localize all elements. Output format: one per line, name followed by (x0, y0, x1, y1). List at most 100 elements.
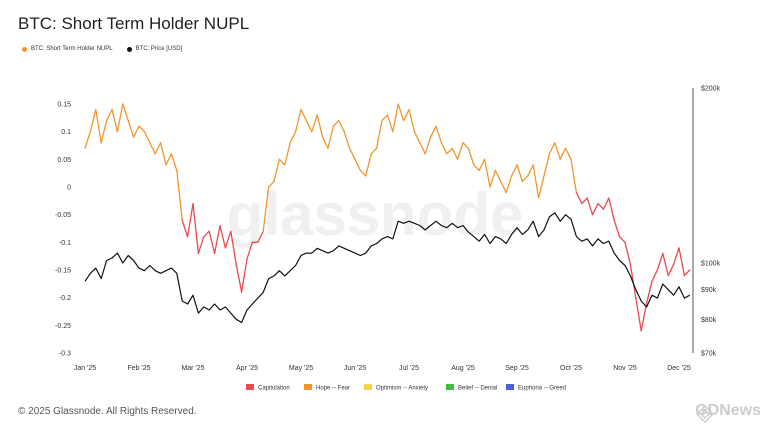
nupl-series-segment (154, 142, 162, 155)
bottom-legend-item[interactable]: Optimism -- Anxiety (364, 384, 428, 392)
nupl-series-segment (446, 147, 453, 155)
x-tick-label: Nov '25 (613, 365, 637, 372)
nupl-series-segment (435, 125, 443, 144)
bottom-legend-label: Optimism -- Anxiety (376, 386, 428, 392)
bottom-legend-swatch (506, 384, 514, 390)
y-left-tick-label: -0.05 (55, 212, 71, 219)
nupl-series-segment (635, 297, 642, 332)
x-tick-label: Jan '25 (74, 365, 96, 372)
bottom-legend-item[interactable]: Hope -- Fear (304, 384, 350, 392)
nupl-series-segment (440, 142, 448, 155)
y-left-tick-label: 0 (67, 185, 71, 192)
nupl-series-segment (591, 202, 599, 216)
x-tick-label: Jul '25 (399, 365, 419, 372)
nupl-series-segment (203, 230, 210, 238)
nupl-series-segment (483, 158, 491, 188)
nupl-series-segment (208, 230, 216, 255)
nupl-series-segment (224, 230, 232, 249)
nupl-series-segment (375, 119, 383, 149)
nupl-series-segment (278, 158, 286, 166)
bottom-legend-item[interactable]: Belief -- Denial (446, 384, 497, 392)
copyright-footer: © 2025 Glassnode. All Rights Reserved. (18, 406, 197, 417)
nupl-series-segment (230, 230, 237, 266)
nupl-series-segment (683, 269, 691, 277)
y-left-tick-label: 0.15 (57, 102, 71, 109)
nupl-series-segment (402, 108, 410, 122)
bottom-legend-item[interactable]: Capitulation (246, 384, 290, 392)
nupl-series-segment (537, 175, 545, 199)
bottom-legend-swatch (446, 384, 454, 390)
nupl-series-segment (257, 230, 264, 243)
legend-item-nupl[interactable]: BTC: Short Term Holder NUPL (22, 46, 113, 52)
nupl-series-segment (365, 153, 372, 177)
nupl-series-segment (273, 158, 281, 183)
nupl-series-segment (662, 252, 669, 277)
bottom-legend-swatch (246, 384, 254, 390)
nupl-series-segment (419, 142, 426, 155)
nupl-series-segment (456, 142, 464, 160)
nupl-series-segment (219, 225, 227, 249)
nupl-series-segment (300, 108, 308, 122)
nupl-series-segment (613, 219, 621, 238)
y-left-tick-label: 0.1 (61, 129, 71, 136)
nupl-series-segment (392, 103, 399, 133)
nupl-series-segment (332, 119, 340, 127)
nupl-series-segment (451, 147, 459, 160)
x-tick-label: May '25 (289, 365, 313, 372)
bottom-legend-label: Hope -- Fear (316, 386, 350, 392)
nupl-series-segment (672, 247, 680, 266)
nupl-series-segment (532, 164, 540, 199)
nupl-series-segment (667, 263, 675, 277)
nupl-series-segment (516, 164, 524, 183)
y-left-tick-label: -0.2 (59, 295, 71, 302)
bottom-legend-label: Euphoria -- Greed (518, 386, 566, 392)
y-right-tick-label: $100k (701, 260, 721, 267)
nupl-series-segment (321, 136, 329, 149)
nupl-series-segment (197, 236, 205, 255)
nupl-series-segment (651, 269, 659, 282)
nupl-series-segment (105, 108, 113, 122)
nupl-series-segment (181, 219, 189, 238)
nupl-series-segment (473, 164, 480, 172)
x-tick-label: Mar '25 (181, 365, 204, 372)
x-tick-label: Apr '25 (236, 365, 258, 372)
nupl-series-segment (159, 142, 167, 166)
nupl-series-segment (570, 158, 578, 194)
nupl-series-segment (521, 175, 529, 183)
nupl-series-segment (629, 263, 637, 299)
nupl-series-segment (429, 125, 437, 138)
y-left-tick-label: -0.1 (59, 240, 71, 247)
nupl-series-segment (413, 131, 421, 144)
nupl-series-segment (527, 164, 534, 177)
nupl-series-segment (192, 202, 200, 255)
y-left-tick-label: 0.05 (57, 157, 71, 164)
nupl-series-segment (489, 169, 497, 188)
nupl-series-segment (246, 241, 254, 260)
nupl-series-segment (100, 119, 108, 144)
nupl-series-segment (505, 175, 513, 194)
y-left-tick-label: -0.25 (55, 323, 71, 330)
nupl-series-segment (640, 302, 648, 332)
bottom-legend-label: Belief -- Denial (458, 386, 497, 392)
nupl-series-segment (348, 147, 356, 160)
nupl-series-segment (586, 197, 594, 216)
nupl-series-segment (149, 142, 156, 155)
legend-label-price: BTC: Price [USD] (135, 46, 183, 52)
bottom-legend-item[interactable]: Euphoria -- Greed (506, 384, 566, 392)
nupl-series-segment (116, 103, 124, 133)
nupl-series-segment (354, 158, 362, 172)
nupl-series-segment (467, 147, 475, 166)
chart-title: BTC: Short Term Holder NUPL (18, 14, 250, 33)
nupl-series-segment (408, 108, 416, 133)
nupl-series-segment (500, 180, 507, 194)
legend-label-nupl: BTC: Short Term Holder NUPL (31, 46, 113, 52)
nupl-series-segment (575, 191, 583, 205)
y-right-tick-label: $80k (701, 317, 717, 324)
nupl-series-segment (240, 258, 248, 293)
nupl-series-segment (262, 186, 270, 232)
glassnode-watermark: glassnode (227, 181, 524, 248)
nupl-series-segment (284, 142, 291, 166)
nupl-series-segment (397, 103, 405, 122)
nupl-series-segment (267, 180, 275, 188)
legend-item-price[interactable]: BTC: Price [USD] (126, 46, 183, 52)
